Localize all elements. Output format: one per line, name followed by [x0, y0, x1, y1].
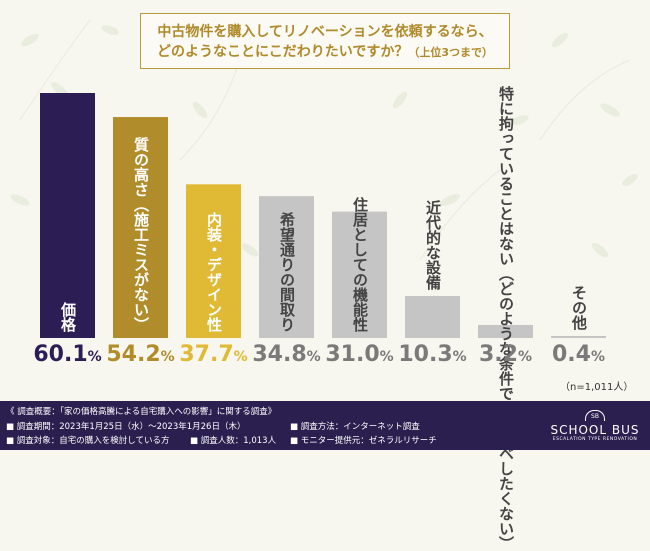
- survey-target: ■ 調査対象：自宅の購入を検討している方: [6, 436, 170, 446]
- value-number-4: 34.8: [252, 342, 307, 367]
- value-label-8: 0.4%: [539, 342, 619, 367]
- value-unit-3: %: [233, 349, 248, 365]
- value-unit-5: %: [379, 349, 394, 365]
- value-unit-7: %: [517, 349, 532, 365]
- bar-3: [186, 184, 241, 338]
- logo-name: SCHOOL BUS: [550, 423, 640, 437]
- category-label-4: 希望通りの間取り: [278, 212, 296, 332]
- bar-1: [40, 93, 95, 338]
- bar-8: [551, 336, 606, 338]
- survey-period: ■ 調査期間：2023年1月25日（水）〜2023年1月26日（木）: [6, 422, 246, 432]
- value-unit-2: %: [160, 349, 175, 365]
- survey-provider: ■ モニター提供元：ゼネラルリサーチ: [290, 436, 437, 446]
- value-number-7: 3.2: [478, 342, 518, 367]
- bar-2: [113, 117, 168, 339]
- value-number-8: 0.4: [551, 342, 591, 367]
- value-number-5: 31.0: [325, 342, 380, 367]
- value-label-7: 3.2%: [466, 342, 546, 367]
- category-label-1: 価格: [59, 302, 77, 332]
- school-bus-logo: SB SCHOOL BUS ESCALATION TYPE RENOVATION: [540, 403, 650, 442]
- value-unit-6: %: [452, 349, 467, 365]
- chart-title-line1: 中古物件を購入してリノベーションを依頼するなら、: [157, 24, 493, 40]
- category-label-5: 住居としての機能性: [351, 197, 369, 332]
- category-label-3: 内装・デザイン性: [205, 212, 223, 332]
- bar-7: [478, 324, 533, 338]
- chart-title-note: （上位3つまで）: [408, 46, 493, 59]
- value-unit-4: %: [306, 349, 321, 365]
- logo-subtitle: ESCALATION TYPE RENOVATION: [552, 437, 638, 442]
- value-number-6: 10.3: [398, 342, 453, 367]
- bar-6: [405, 296, 460, 338]
- category-label-6: 近代的な設備: [424, 200, 442, 290]
- logo-mark-icon: SB: [585, 410, 605, 421]
- value-label-5: 31.0%: [320, 342, 400, 367]
- value-number-1: 60.1: [33, 342, 88, 367]
- bar-5: [332, 211, 387, 338]
- bar-chart-svg: [40, 93, 606, 339]
- value-number-3: 37.7: [179, 342, 234, 367]
- chart-title-line2: どのようなことにこだわりたいですか？（上位3つまで）: [141, 42, 509, 63]
- bar-chart: 価格 60.1% 質の高さ（施工ミスがない） 54.2% 内装・デザイン性 37.7% 希望…: [28, 86, 619, 551]
- value-label-3: 37.7%: [174, 342, 254, 367]
- chart-title-line2-text: どのようなことにこだわりたいですか？: [157, 44, 409, 60]
- survey-method: ■ 調査方法：インターネット調査: [290, 422, 420, 432]
- chart-title-box: 中古物件を購入してリノベーションを依頼するなら、 どのようなことにこだわりたいで…: [140, 13, 510, 69]
- category-label-7: 特に拘っていることはない（どのような条件でもリノベしたくない）: [497, 86, 515, 551]
- survey-footer: 《 調査概要：「家の価格高騰による自宅購入への影響」に関する調査》 ■ 調査期間…: [0, 401, 650, 450]
- value-number-2: 54.2: [106, 342, 161, 367]
- value-label-2: 54.2%: [101, 342, 181, 367]
- value-label-4: 34.8%: [247, 342, 327, 367]
- category-label-8: その他: [570, 285, 588, 330]
- value-label-1: 60.1%: [28, 342, 108, 367]
- value-unit-8: %: [590, 349, 605, 365]
- survey-overview: 《 調査概要：「家の価格高騰による自宅購入への影響」に関する調査》: [6, 407, 277, 417]
- value-label-6: 10.3%: [393, 342, 473, 367]
- value-unit-1: %: [87, 349, 102, 365]
- survey-count: ■ 調査人数：1,013人: [190, 436, 277, 446]
- sample-size-note: （n=1,011人）: [560, 382, 634, 393]
- category-label-2: 質の高さ（施工ミスがない）: [132, 137, 150, 332]
- bar-4: [259, 196, 314, 338]
